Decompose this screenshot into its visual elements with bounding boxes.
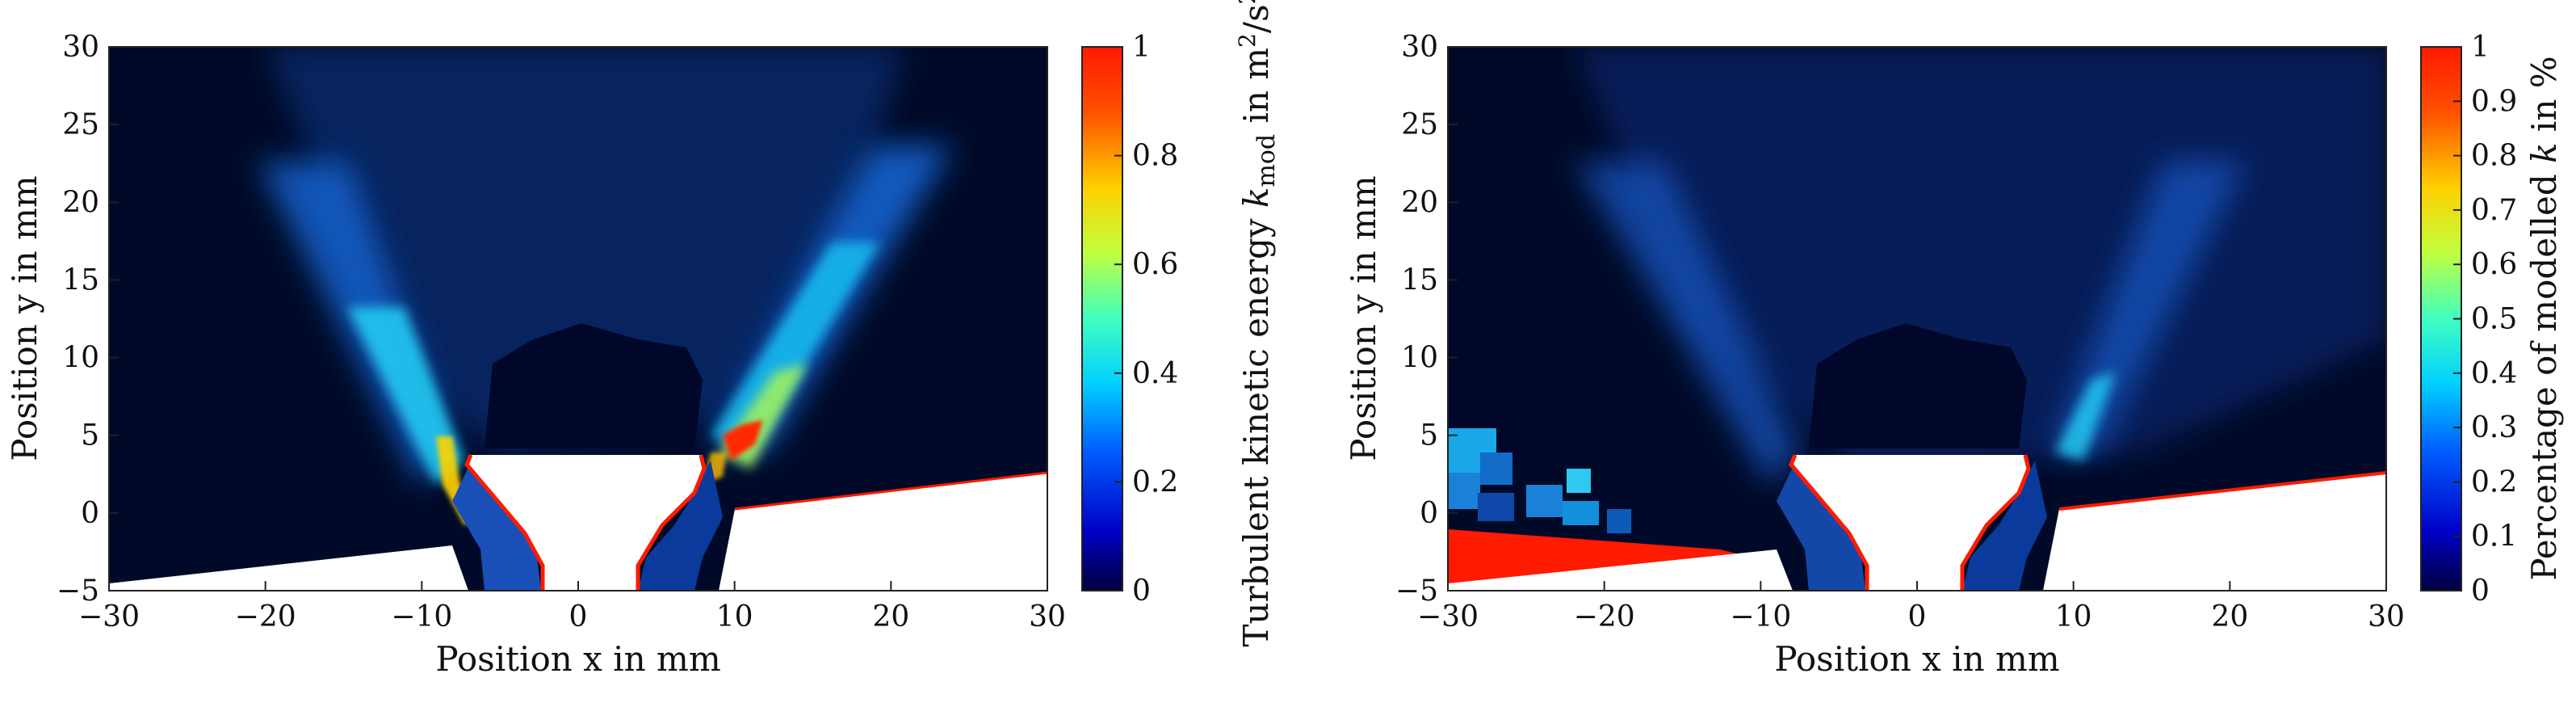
colorbar-tick-label: 0.5 xyxy=(2471,303,2517,336)
y-tick-label: 5 xyxy=(1420,419,1438,453)
colorbar-tick-label: 0.8 xyxy=(1132,140,1178,173)
x-axis-label: Position x in mm xyxy=(1774,639,2059,679)
lower-wall-left xyxy=(109,545,468,591)
x-ticks: −30 −20 −10 0 10 20 30 xyxy=(78,581,1066,634)
y-tick-label: 0 xyxy=(1420,497,1438,530)
x-tick-label: −10 xyxy=(1730,600,1791,634)
x-tick-label: 10 xyxy=(716,600,753,634)
x-tick-label: −30 xyxy=(1417,600,1479,634)
right-jet-core xyxy=(2055,372,2116,461)
right-wall-outline xyxy=(2058,471,2386,511)
x-tick-label: −10 xyxy=(391,600,452,634)
colorbar-tick-label: 0.6 xyxy=(1132,248,1178,281)
colorbar-tick-label: 0.6 xyxy=(2471,248,2517,281)
nozzle-body xyxy=(1791,455,2028,591)
x-tick-label: −30 xyxy=(78,600,140,634)
y-tick-label: 25 xyxy=(62,108,99,141)
colorbar-label: Turbulent kinetic energy kmod in m2/s2 xyxy=(1234,0,1281,646)
right-wall-outline xyxy=(734,471,1047,511)
x-tick-label: 30 xyxy=(2368,600,2405,634)
modelled-k-heatmap xyxy=(1448,47,2386,591)
x-tick-label: 30 xyxy=(1029,600,1066,634)
dark-wedge xyxy=(1448,194,1647,469)
colorbar-ticks: 0 0.2 0.4 0.6 0.8 1 xyxy=(1114,31,1178,608)
y-tick-label: 30 xyxy=(1401,31,1438,64)
y-tick-label: 10 xyxy=(1401,342,1438,375)
y-tick-label: 15 xyxy=(1401,263,1438,297)
left-shear-layer xyxy=(1575,162,1801,485)
x-tick-label: −20 xyxy=(235,600,296,634)
x-tick-label: 0 xyxy=(1908,600,1927,634)
tke-heatmap xyxy=(109,47,1047,591)
colorbar xyxy=(1081,46,1123,591)
x-tick-label: 0 xyxy=(569,600,588,634)
y-tick-label: −5 xyxy=(57,575,99,608)
nozzle-red-outline xyxy=(1789,454,2031,591)
y-tick-label: 25 xyxy=(1401,108,1438,141)
left-nozzle-channel xyxy=(452,459,541,591)
patch xyxy=(1480,453,1512,485)
patch xyxy=(1567,469,1591,493)
y-tick-label: 10 xyxy=(62,342,99,375)
patch xyxy=(1448,473,1480,509)
colorbar-tick-label: 0 xyxy=(2471,575,2490,608)
colorbar-tick-label: 0.9 xyxy=(2471,85,2517,118)
colorbar-tick-label: 0.2 xyxy=(2471,465,2517,499)
nozzle-red-outline xyxy=(464,454,707,591)
x-tick-label: 10 xyxy=(2055,600,2092,634)
x-ticks: −30 −20 −10 0 10 20 30 xyxy=(1417,581,2405,634)
blocky-patches xyxy=(1448,428,1631,533)
colorbar-tick-label: 0 xyxy=(1132,575,1151,608)
y-tick-label: −5 xyxy=(1395,575,1438,608)
colorbar-tick-label: 0.1 xyxy=(2471,520,2517,554)
y-axis-label: Position y in mm xyxy=(1344,175,1383,461)
colorbar-tick-label: 1 xyxy=(2471,31,2490,64)
colorbar-tick-label: 0.4 xyxy=(2471,357,2517,390)
y-tick-label: 0 xyxy=(81,497,99,530)
diffuse-field xyxy=(1575,47,2386,469)
patch xyxy=(1563,501,1599,525)
y-tick-label: 15 xyxy=(62,263,99,297)
lower-wall-left xyxy=(1448,549,1793,591)
right-nozzle-channel xyxy=(1962,461,2047,591)
nozzle-body xyxy=(467,455,704,591)
y-ticks: −5 0 5 10 15 20 25 30 xyxy=(1395,31,1458,608)
colorbar-tick-label: 0.3 xyxy=(2471,411,2517,444)
x-tick-label: 20 xyxy=(2211,600,2248,634)
colorbar-label: Percentage of modelled k in % xyxy=(2524,56,2564,580)
x-tick-label: −20 xyxy=(1574,600,1635,634)
y-axis-label: Position y in mm xyxy=(5,175,44,461)
patch xyxy=(1526,485,1563,517)
recirculation-zone xyxy=(1809,323,2027,448)
y-ticks: −5 0 5 10 15 20 25 30 xyxy=(57,31,119,608)
right-nozzle-channel xyxy=(638,461,723,591)
colorbar-tick-label: 0.8 xyxy=(2471,140,2517,173)
recirculation-zone xyxy=(485,323,703,448)
patch xyxy=(1607,509,1631,533)
colorbar-tick-label: 0.7 xyxy=(2471,194,2517,227)
right-shear-layer-inner xyxy=(711,242,880,453)
y-tick-label: 20 xyxy=(1401,186,1438,219)
colorbar-tick-label: 1 xyxy=(1132,31,1151,64)
diffuse-shear-field xyxy=(266,47,904,453)
left-shear-layer-inner xyxy=(347,307,464,485)
colorbar-ticks: 0 0.1 0.2 0.3 0.4 0.5 0.6 0.7 0.8 0.9 1 xyxy=(2453,31,2517,608)
right-hotspot xyxy=(723,420,763,461)
y-tick-label: 5 xyxy=(81,419,99,453)
y-tick-label: 20 xyxy=(62,186,99,219)
y-tick-label: 30 xyxy=(62,31,99,64)
colorbar-tick-label: 0.4 xyxy=(1132,357,1178,390)
x-tick-label: 20 xyxy=(872,600,909,634)
left-nozzle-channel xyxy=(1777,459,1865,591)
colorbar-tick-label: 0.2 xyxy=(1132,465,1178,499)
x-axis-label: Position x in mm xyxy=(435,639,720,679)
patch xyxy=(1478,493,1514,521)
